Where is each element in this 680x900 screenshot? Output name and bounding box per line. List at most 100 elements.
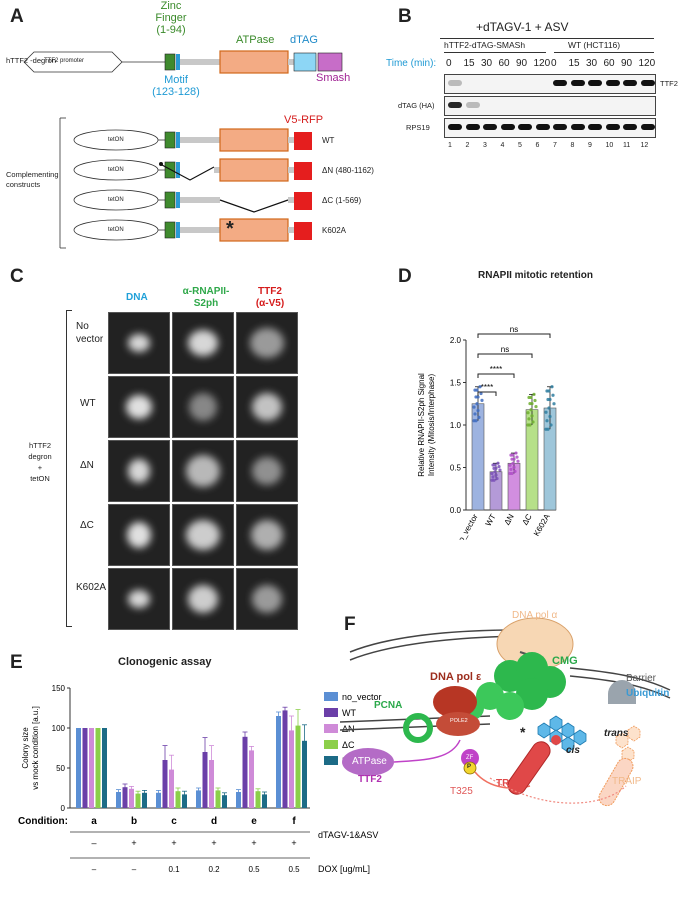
dna-pol-epsilon-shape [433,686,477,718]
e-bar [156,792,161,808]
d-ylabel: Relative RNAPII-S2ph Signal [417,373,426,477]
d-point [551,393,555,397]
degron-label: hTTF2 -degron [6,56,57,65]
e-condition: a [91,816,97,827]
d-point [528,423,532,427]
e-legend-swatch [324,708,338,717]
d-point [475,388,479,392]
teton-label-k602a: tetON [108,227,124,233]
panel-a-letter: A [10,6,24,27]
e-bar [129,788,134,808]
p-label: P [467,764,472,770]
micrograph-wt-ttf2 [236,376,298,438]
d-sig-label: ns [501,345,509,354]
e-bar [89,728,94,808]
cmg-label: CMG [552,655,578,667]
smash-box [317,52,343,72]
d-point [529,395,533,400]
micrograph-k602a-dna [108,568,170,630]
group1-label: hTTF2-dTAG-SMASh [444,40,526,50]
d-point [490,471,494,476]
d-sig-bracket [477,373,515,378]
d-point [534,405,538,409]
e-condition-label: Condition: [18,816,68,827]
e-ylabel: Colony size [21,727,30,769]
band [465,102,480,108]
time-7: 15 [568,58,580,69]
col-dna: DNA [126,292,148,303]
zf-circle [461,749,479,767]
band [553,80,567,86]
construct-wt: WT [322,136,335,145]
e-bar [209,760,214,808]
micrograph-dc-rnapii [172,504,234,566]
d-point [548,414,552,419]
d-point [474,419,478,423]
d-point [550,385,554,389]
band [623,124,637,130]
d-ytick: 1.5 [450,379,462,388]
d-point [516,459,520,463]
panel-c-letter: C [10,266,24,287]
e-dtag-mark: + [251,838,256,848]
e-bar [95,728,101,808]
time-1: 15 [463,58,475,69]
band [448,102,462,108]
d-point [477,415,481,419]
e-bar [215,790,221,808]
group2-label: WT (HCT116) [568,40,621,50]
d-point [547,389,551,393]
lane-12: 12 [640,142,649,149]
e-bar [255,791,261,808]
traip-trans [598,757,634,807]
zf-label: ZF [466,755,474,761]
d-xtick: WT [484,512,498,527]
teton-label-dc: tetON [108,197,124,203]
d-point [473,412,477,416]
d-point [512,457,516,461]
d-sig-label: **** [481,383,493,392]
e-bar [222,795,227,808]
d-point [552,402,556,406]
d-point [546,427,550,431]
e-bar [162,760,168,808]
dtag-box [293,52,317,72]
row-dn: ΔN [80,460,94,471]
d-point [497,465,501,469]
zinc-finger-label: Zinc Finger (1-94) [155,0,187,36]
pcna-label: PCNA [374,700,403,711]
row-rps19: RPS19 [406,123,430,132]
band [570,124,585,130]
teton-label-dn: tetON [108,167,124,173]
lane-5: 5 [518,142,522,149]
d-point [511,453,515,457]
barrier-label: Barrier [626,673,657,684]
e-bar [122,787,128,808]
e-bar [82,728,88,808]
e-dox-value: 0.1 [168,865,180,874]
linker-1 [180,59,220,65]
e-dtag-mark: + [291,838,296,848]
dna-pol-epsilon-label: DNA pol ε [430,671,482,683]
atpase-f-label: ATPase [352,756,387,767]
phospho-circle [463,761,477,775]
micrograph-wt-dna [108,376,170,438]
chart-d-title: RNAPII mitotic retention [478,270,594,281]
pole2-label: POLE2 [450,718,468,724]
e-dox-value: – [92,865,97,874]
e-dtag-label: dTAGV-1&ASV [318,830,378,840]
f-star: * [520,724,526,740]
dtag-label: dTAG [290,34,318,46]
band [640,80,655,86]
band [570,80,585,86]
time-3: 60 [498,58,510,69]
micrograph-dc-dna [108,504,170,566]
e-dtag-mark: + [171,838,176,848]
zinc-finger-box [164,53,176,71]
e-dtag-mark: – [91,838,96,848]
e-condition: b [131,816,137,827]
row-k602a: K602A [76,582,107,593]
d-point [494,466,498,470]
e-dtag-mark: + [211,838,216,848]
blot-rps19 [444,118,656,138]
